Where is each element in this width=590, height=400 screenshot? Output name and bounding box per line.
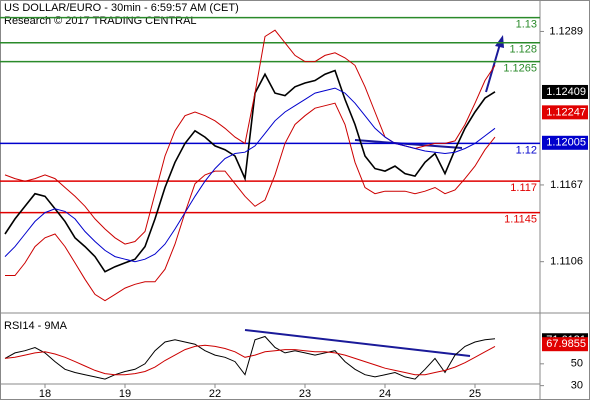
price-marker-label: 67.9855 (546, 338, 586, 350)
price-marker-label: 1.12247 (546, 106, 586, 118)
x-tick-label: 25 (469, 388, 481, 400)
price-marker (542, 105, 588, 120)
y-tick-label: 50 (571, 358, 583, 370)
x-tick-label: 18 (39, 388, 51, 400)
series-line (4, 335, 496, 380)
chart-title: US DOLLAR/EURO - 30min - 6:59:57 AM (CET… (4, 2, 239, 14)
level-label: 1.117 (510, 182, 537, 194)
series-line (5, 102, 496, 302)
y-tick-label: 30 (571, 380, 583, 392)
price-marker-label: 1.12409 (546, 86, 586, 98)
level-label: 1.12 (516, 144, 537, 156)
rsi-title: RSI14 - 9MA (4, 320, 68, 332)
x-tick-label: 24 (379, 388, 391, 400)
y-tick-label: 1.1289 (549, 25, 583, 37)
y-tick-label: 1.1167 (550, 179, 583, 191)
x-tick-label: 19 (119, 388, 131, 400)
y-tick-label: 1.1106 (550, 256, 583, 268)
level-label: 1.13 (516, 19, 537, 31)
level-label: 1.128 (509, 44, 537, 56)
level-label: 1.1265 (503, 63, 537, 75)
series-line (4, 344, 496, 376)
price-marker (542, 337, 588, 352)
x-tick-label: 23 (299, 388, 311, 400)
price-marker (542, 84, 588, 99)
arrow-head (495, 35, 504, 48)
price-marker (542, 135, 588, 150)
rsi-trend-line (244, 329, 471, 357)
series-line (4, 87, 496, 263)
series-line (4, 69, 496, 273)
chart-subtitle: Research © 2017 TRADING CENTRAL (4, 15, 197, 27)
price-marker-label: 1.12005 (546, 137, 586, 149)
level-label: 1.1145 (504, 214, 537, 226)
x-tick-label: 22 (209, 388, 221, 400)
